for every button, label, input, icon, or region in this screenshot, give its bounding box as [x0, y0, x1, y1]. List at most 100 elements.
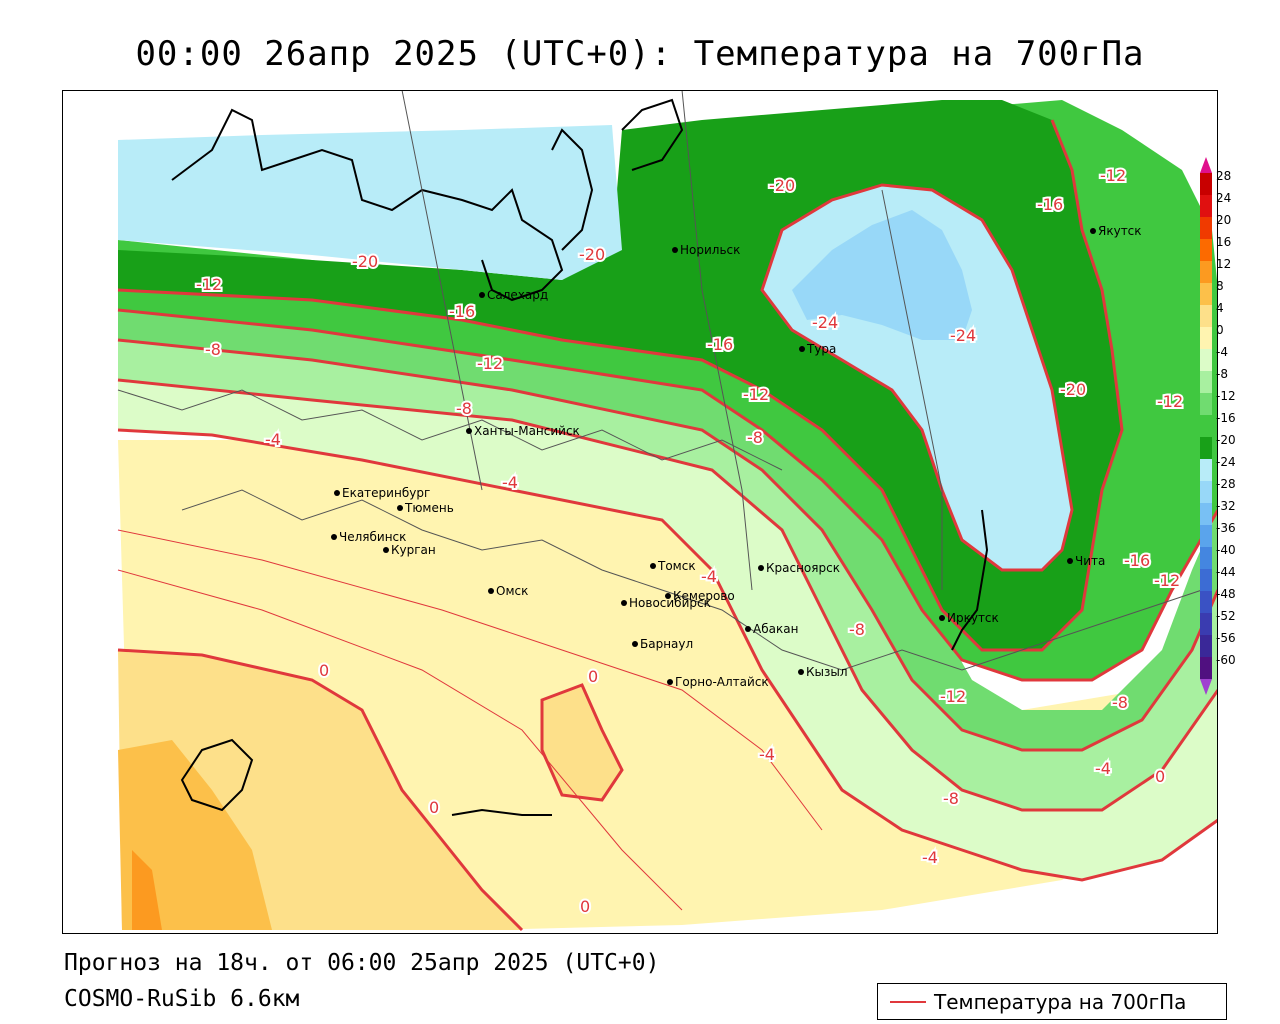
color-scale-cell — [1200, 591, 1212, 613]
isotherm-label: 0 — [429, 798, 439, 817]
city-dot — [798, 669, 804, 675]
city-dot — [667, 679, 673, 685]
color-scale-tick-label: -20 — [1216, 433, 1236, 447]
color-scale-cell — [1200, 349, 1212, 371]
city-dot — [479, 292, 485, 298]
color-scale-tick-label: 20 — [1216, 213, 1231, 227]
color-scale-cell — [1200, 503, 1212, 525]
isotherm-label: -12 — [1157, 392, 1183, 411]
isotherm-labels: -20-20 -20-20-12-12-12-12-12-12-12-16-16-… — [194, 164, 1185, 918]
color-scale-tick-label: -48 — [1216, 587, 1236, 601]
isotherm-label: -12 — [477, 354, 503, 373]
color-scale-tick-label: -56 — [1216, 631, 1236, 645]
city-label: Кызыл — [806, 665, 848, 679]
isotherm-label: -20 — [579, 245, 605, 264]
isotherm-label: -8 — [456, 399, 472, 418]
color-scale-tick-label: -4 — [1216, 345, 1228, 359]
color-scale-tick-label: -40 — [1216, 543, 1236, 557]
city-label: Омск — [496, 584, 528, 598]
isotherm-label: 0 — [588, 667, 598, 686]
isotherm-label: -8 — [205, 340, 221, 359]
isotherm-label: -12 — [1100, 166, 1126, 185]
city-label: Барнаул — [640, 637, 693, 651]
temperature-fill-zones — [118, 100, 1218, 930]
city-label: Екатеринбург — [342, 486, 430, 500]
isotherm-label: -12 — [940, 687, 966, 706]
color-scale-cell — [1200, 195, 1212, 217]
color-scale-cell — [1200, 569, 1212, 591]
isotherm-label: -16 — [1037, 195, 1063, 214]
city-label: Якутск — [1098, 224, 1142, 238]
isotherm-label: -8 — [747, 428, 763, 447]
city-label: Чита — [1075, 554, 1105, 568]
city-label: Ханты-Мансийск — [474, 424, 580, 438]
color-scale-tick-label: 8 — [1216, 279, 1224, 293]
color-scale-tick-label: -12 — [1216, 389, 1236, 403]
color-scale-tick-label: 24 — [1216, 191, 1231, 205]
map-frame — [62, 90, 1218, 934]
zone-minus28-to-minus24 — [792, 210, 972, 340]
isotherm-label: -4 — [759, 745, 775, 764]
isotherm-label: -8 — [1112, 693, 1128, 712]
city-dot — [745, 626, 751, 632]
color-scale-tick-label: 4 — [1216, 301, 1224, 315]
isotherm-label: -4 — [701, 567, 717, 586]
city-markers: Норильск Якутск Салехард Тура Ханты-Мансийск… — [331, 224, 1142, 689]
isotherm-label: -4 — [502, 473, 518, 492]
city-label: Норильск — [680, 243, 740, 257]
color-scale-top-arrow — [1200, 157, 1212, 173]
isotherm-label: -16 — [1124, 551, 1150, 570]
isotherm-label: 0 — [319, 661, 329, 680]
legend-label: Температура на 700гПа — [934, 990, 1187, 1014]
zone-12-to-16 — [132, 850, 162, 930]
map-title: 00:00 26апр 2025 (UTC+0): Температура на… — [135, 34, 1145, 74]
city-dot — [331, 534, 337, 540]
city-label: Абакан — [753, 622, 798, 636]
city-dot — [665, 593, 671, 599]
city-label: Красноярск — [766, 561, 840, 575]
isotherm-label: -24 — [812, 313, 838, 332]
color-scale-tick-label: -60 — [1216, 653, 1236, 667]
city-label: Кемерово — [673, 589, 735, 603]
isotherm-lines — [117, 119, 1218, 932]
city-dot — [383, 547, 389, 553]
isotherm-label: -20 — [769, 176, 795, 195]
city-label: Иркутск — [947, 611, 999, 625]
city-dot — [1090, 228, 1096, 234]
city-label: Тюмень — [404, 501, 454, 515]
color-scale-ticks: 28 24 20 16 12 8 4 0 -4 -8 -12 -16 -20 -24 -28 -32 -36 -4… — [1216, 169, 1236, 667]
color-scale-cell — [1200, 437, 1212, 459]
color-scale-cells — [1200, 157, 1212, 695]
color-scale-tick-label: -8 — [1216, 367, 1228, 381]
color-scale-cell — [1200, 657, 1212, 679]
isotherm-label: -4 — [1095, 759, 1111, 778]
color-scale-cell — [1200, 635, 1212, 657]
color-scale-cell — [1200, 481, 1212, 503]
isotherm-label: -20 — [1060, 380, 1086, 399]
isotherm-label: 0 — [1155, 767, 1165, 786]
color-scale-cell — [1200, 327, 1212, 349]
isotherm-label: -4 — [922, 848, 938, 867]
city-label: Новосибирск — [629, 596, 711, 610]
legend-swatch — [890, 1001, 926, 1003]
city-dot — [650, 563, 656, 569]
city-label: Челябинск — [339, 530, 406, 544]
color-scale-cell — [1200, 547, 1212, 569]
color-scale-cell — [1200, 613, 1212, 635]
city-dot — [799, 346, 805, 352]
city-label: Томск — [657, 559, 696, 573]
zone-4-to-8-b — [542, 685, 622, 800]
city-label: Горно-Алтайск — [675, 675, 769, 689]
color-scale-tick-label: -44 — [1216, 565, 1236, 579]
color-scale-tick-label: -36 — [1216, 521, 1236, 535]
city-dot — [758, 565, 764, 571]
isotherm-label: -12 — [743, 385, 769, 404]
color-scale-tick-label: -28 — [1216, 477, 1236, 491]
color-scale-cell — [1200, 239, 1212, 261]
color-scale-tick-label: 28 — [1216, 169, 1231, 183]
city-dot — [488, 588, 494, 594]
city-label: Тура — [806, 342, 836, 356]
color-scale-cell — [1200, 393, 1212, 415]
city-dot — [939, 615, 945, 621]
zone-minus4-to-0 — [118, 380, 1218, 880]
